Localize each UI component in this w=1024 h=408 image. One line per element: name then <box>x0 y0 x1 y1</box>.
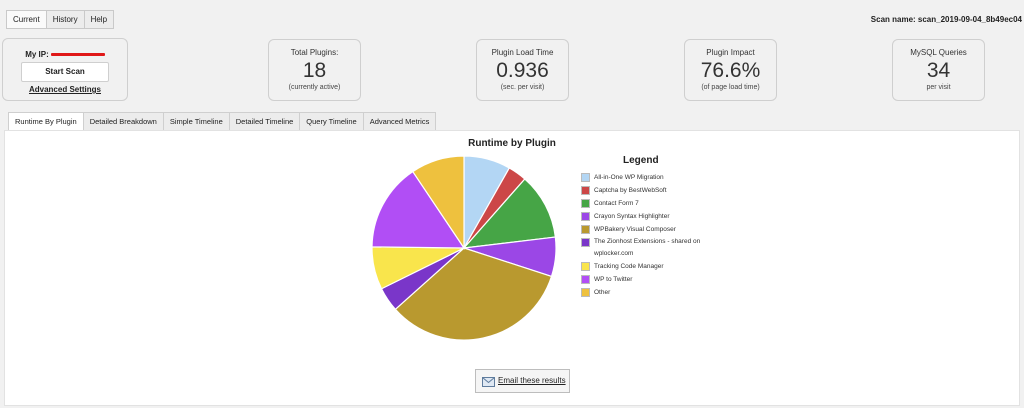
pie-slice-8[interactable] <box>411 155 465 250</box>
tab-history[interactable]: History <box>45 10 85 29</box>
metric-sub: per visit <box>926 84 951 91</box>
legend-item: Tracking Code Manager <box>581 260 741 273</box>
legend-swatch <box>581 225 590 234</box>
metric-value: 76.6% <box>700 59 761 82</box>
chart-panel: Runtime by Plugin Legend All-in-One WP M… <box>4 130 1020 406</box>
legend-item: WPBakery Visual Composer <box>581 223 741 236</box>
legend-swatch <box>581 275 590 284</box>
legend-label: The Zionhost Extensions - shared on wplo… <box>594 238 701 257</box>
legend-title: Legend <box>623 155 659 166</box>
metric-label: Plugin Load Time <box>491 48 554 57</box>
start-scan-button[interactable]: Start Scan <box>21 62 109 82</box>
legend-label: Tracking Code Manager <box>594 263 664 270</box>
legend-item: Contact Form 7 <box>581 197 741 210</box>
tab-query-timeline[interactable]: Query Timeline <box>299 112 364 130</box>
legend-label: WPBakery Visual Composer <box>594 226 676 233</box>
metric-plugin-impact: Plugin Impact 76.6% (of page load time) <box>684 39 777 101</box>
metric-label: MySQL Queries <box>910 48 967 57</box>
metric-value: 0.936 <box>496 59 549 82</box>
tab-runtime-by-plugin[interactable]: Runtime By Plugin <box>8 112 84 131</box>
metric-label: Total Plugins: <box>290 48 339 57</box>
legend-swatch <box>581 262 590 271</box>
legend-label: Contact Form 7 <box>594 200 639 207</box>
ip-label: My IP: <box>25 50 49 59</box>
content-tabs: Runtime By Plugin Detailed Breakdown Sim… <box>8 112 437 131</box>
tab-advanced-metrics[interactable]: Advanced Metrics <box>362 112 437 130</box>
legend-label: Captcha by BestWebSoft <box>594 187 667 194</box>
metrics-row: My IP: Start Scan Advanced Settings Tota… <box>0 34 1024 104</box>
email-results-button[interactable]: Email these results <box>475 369 570 393</box>
advanced-settings-link[interactable]: Advanced Settings <box>28 85 101 94</box>
metric-sub: (currently active) <box>288 84 341 91</box>
legend-label: All-in-One WP Migration <box>594 174 664 181</box>
legend-swatch <box>581 186 590 195</box>
legend-item: Captcha by BestWebSoft <box>581 184 741 197</box>
metric-value: 18 <box>302 59 327 82</box>
legend-item: All-in-One WP Migration <box>581 171 741 184</box>
email-results-label: Email these results <box>498 376 566 385</box>
top-bar: Current History Help Scan name: scan_201… <box>0 0 1024 34</box>
legend-swatch <box>581 199 590 208</box>
tab-simple-timeline[interactable]: Simple Timeline <box>162 112 230 130</box>
metric-value: 34 <box>926 59 951 82</box>
scan-name: Scan name: scan_2019-09-04_8b49ec04 <box>870 15 1022 24</box>
legend-swatch <box>581 238 590 247</box>
legend-label: WP to Twitter <box>594 276 633 283</box>
chart-title: Runtime by Plugin <box>468 138 556 149</box>
metric-plugin-load-time: Plugin Load Time 0.936 (sec. per visit) <box>476 39 569 101</box>
legend-item: Crayon Syntax Highlighter <box>581 210 741 223</box>
ip-row: My IP: <box>3 50 127 59</box>
legend-swatch <box>581 212 590 221</box>
legend-item: WP to Twitter <box>581 273 741 286</box>
legend-item: The Zionhost Extensions - shared on wplo… <box>581 236 741 260</box>
metric-sub: (of page load time) <box>701 84 760 91</box>
legend-swatch <box>581 288 590 297</box>
legend-swatch <box>581 173 590 182</box>
tab-current[interactable]: Current <box>6 10 47 29</box>
top-tabs: Current History Help <box>6 10 115 29</box>
ip-redaction <box>50 53 105 57</box>
pie-chart <box>371 155 557 341</box>
metric-total-plugins: Total Plugins: 18 (currently active) <box>268 39 361 101</box>
legend: All-in-One WP Migration Captcha by BestWe… <box>581 171 741 299</box>
ip-card: My IP: Start Scan Advanced Settings <box>2 38 128 101</box>
pie-slice-4[interactable] <box>394 247 553 341</box>
envelope-icon <box>482 377 495 387</box>
metric-sub: (sec. per visit) <box>500 84 545 91</box>
legend-label: Other <box>594 289 611 296</box>
tab-detailed-timeline[interactable]: Detailed Timeline <box>228 112 301 130</box>
metric-label: Plugin Impact <box>706 48 755 57</box>
tab-detailed-breakdown[interactable]: Detailed Breakdown <box>82 112 164 130</box>
pie-slice-2[interactable] <box>462 178 557 249</box>
metric-mysql-queries: MySQL Queries 34 per visit <box>892 39 985 101</box>
tab-help[interactable]: Help <box>83 10 115 29</box>
legend-label: Crayon Syntax Highlighter <box>594 213 670 220</box>
pie-slice-7[interactable] <box>371 170 466 249</box>
legend-item: Other <box>581 286 741 299</box>
